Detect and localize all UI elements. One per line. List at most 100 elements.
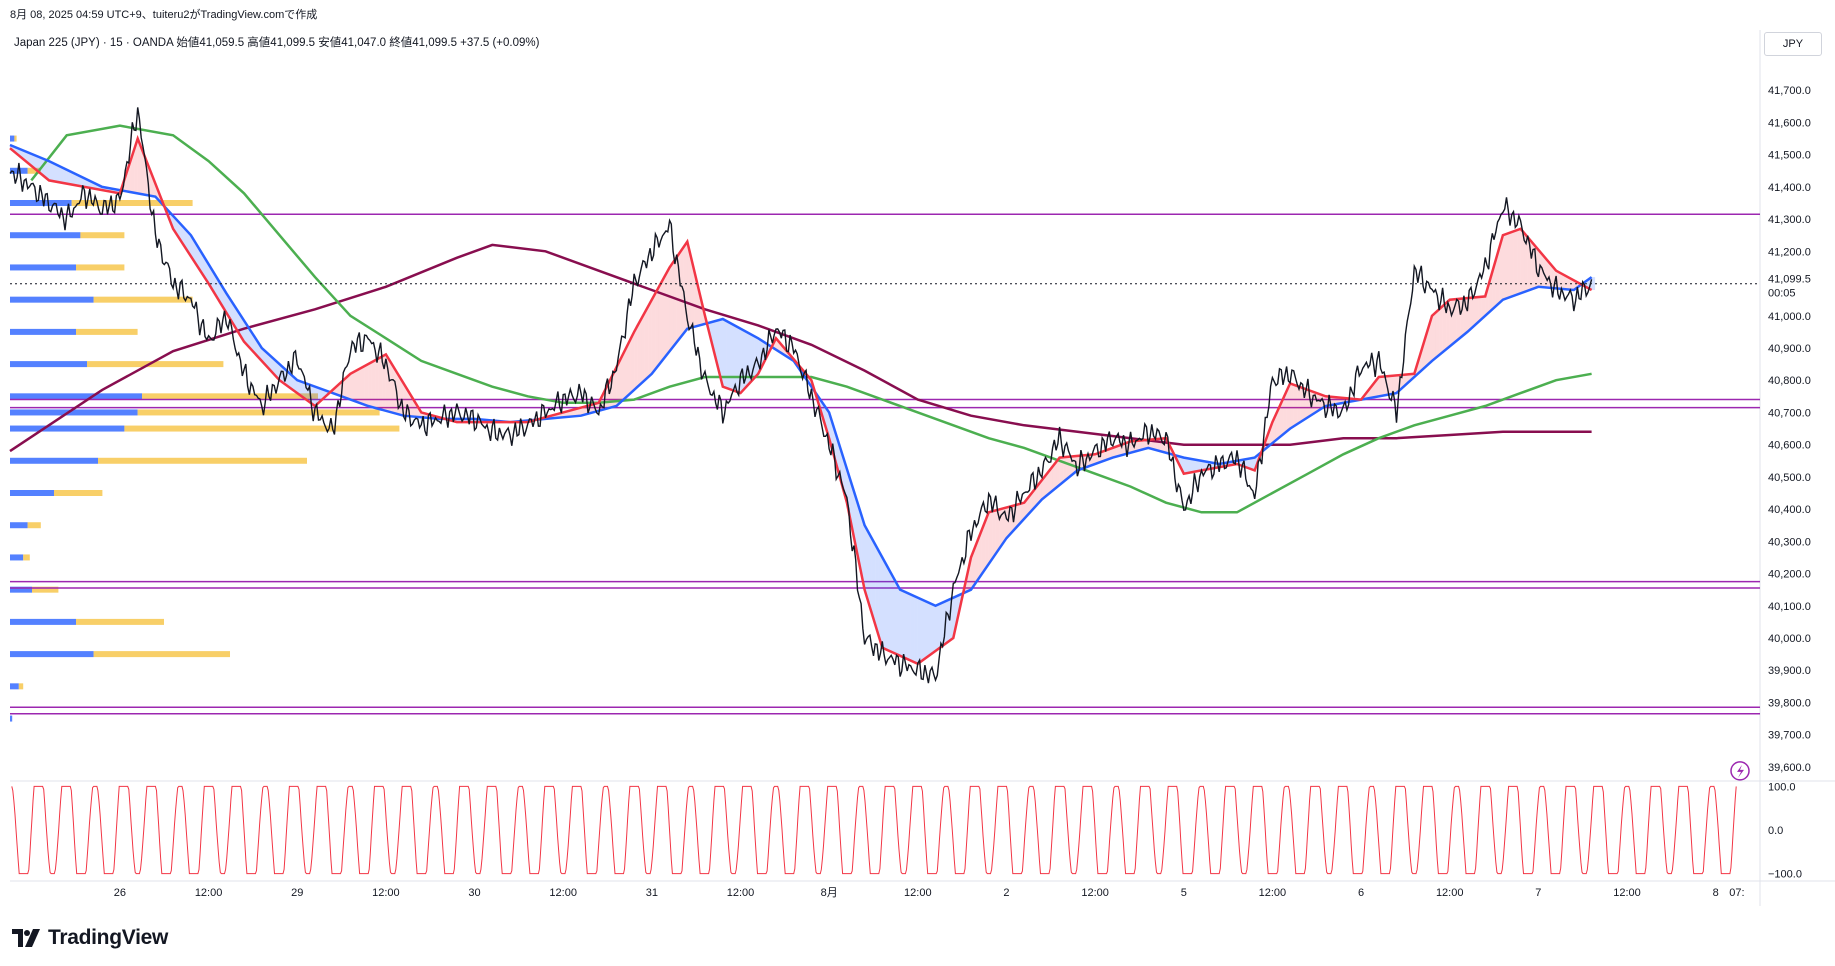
ma-cloud-fill [910,594,915,663]
volume-profile-bar-down [18,683,24,690]
y-tick-label: 40,600.0 [1768,440,1811,452]
ma-cloud-fill [697,286,702,326]
ma-cloud-fill [1279,398,1284,438]
ma-cloud-fill [903,591,908,659]
ma-cloud-fill [297,380,301,396]
ma-cloud-fill [1545,258,1550,288]
ma-long-line[interactable] [9,243,1592,453]
volume-profile-bar-up [10,232,81,239]
ma-cloud-fill [1141,440,1145,450]
ma-cloud-fill [1112,446,1117,458]
ma-cloud-fill [666,267,670,356]
ma-cloud-fill [907,592,911,661]
ma-cloud-fill [722,319,727,388]
y-tick-label: 40,500.0 [1768,472,1811,484]
x-tick-label: 12:00 [1259,887,1287,899]
y-tick-label: 40,100.0 [1768,601,1811,613]
ma-cloud-fill [304,382,308,401]
ma-cloud-fill [371,360,376,408]
volume-profile-bar-up [10,409,138,416]
ma-cloud-fill [385,354,390,412]
ma-cloud-fill [889,570,893,653]
ma-cloud-fill [1520,228,1525,294]
volume-profile-bar-down [93,296,193,303]
ma-cloud-fill [1297,386,1301,425]
y-tick-label: 39,900.0 [1768,665,1811,677]
ma-cloud-fill [669,262,674,352]
ma-cloud-fill [931,604,936,654]
ma-slow-line[interactable] [30,124,1592,514]
y-tick-label: 40,700.0 [1768,407,1811,419]
ma-cloud-fill [726,320,730,390]
volume-profile-bar-up [10,264,76,271]
ma-cloud-fill [882,557,886,650]
y-tick-label: 40,200.0 [1768,569,1811,581]
volume-profile-bar-up [10,715,13,722]
ma-cloud-fill [1247,458,1252,470]
alert-icon[interactable] [1730,761,1750,781]
volume-profile-bar-up [10,425,125,432]
ma-cloud-fill [1293,384,1298,427]
ma-cloud-fill [382,354,386,411]
ma-cloud-fill [900,589,904,658]
y-tick-label: 40,300.0 [1768,536,1811,548]
price-line[interactable] [9,107,1593,684]
tradingview-logo[interactable]: TradingView [12,926,168,950]
currency-button[interactable]: JPY [1764,32,1822,56]
ma-cloud-fill [1031,489,1035,512]
volume-profile-bar-up [10,296,94,303]
ma-cloud-fill [1435,309,1440,358]
ma-cloud-fill [311,385,315,406]
ma-cloud-fill [580,406,585,416]
lightning-icon [1737,764,1744,778]
volume-profile-bar-down [137,409,380,416]
ma-cloud-fill [1474,297,1479,326]
ma-cloud-fill [1318,393,1323,411]
ma-cloud-fill [1091,454,1096,466]
top-caption: 8月 08, 2025 04:59 UTC+9、tuiteru2がTrading… [10,9,318,21]
ma-cloud-fill [66,169,71,185]
ma-cloud-fill [627,338,631,397]
ma-cloud-fill [1392,375,1397,394]
symbol-legend[interactable]: Japan 225 (JPY) · 15 · OANDA 始値41,059.5 … [14,37,540,49]
ma-cloud-fill [275,360,280,381]
ma-fast-line[interactable] [9,134,1593,666]
ma-cloud-fill [137,138,142,194]
ma-cloud-fill [1499,235,1503,303]
y-tick-label: 41,300.0 [1768,214,1811,226]
ma-cloud-fill [375,358,379,409]
ma-cloud-fill [1251,457,1255,471]
volume-profile-bar-down [54,490,103,496]
ma-cloud-fill [314,386,319,406]
ma-cloud-fill [719,319,723,387]
ma-cloud-fill [729,322,734,391]
ma-cloud-fill [1102,450,1106,462]
y-tick-label: 41,200.0 [1768,246,1811,258]
volume-profile-bar-down [14,135,17,142]
ma-cloud-fill [871,538,876,625]
x-tick-label: 29 [291,887,303,899]
y-tick-label: 40,000.0 [1768,633,1811,645]
ma-cloud-fill [1439,306,1443,356]
x-tick-label: 6 [1358,887,1364,899]
ma-cloud-fill [1449,299,1454,347]
ma-cloud-fill [687,241,691,329]
ma-cloud-fill [1098,451,1103,463]
ma-cloud-fill [978,530,982,580]
ma-cloud-fill [414,400,418,417]
ma-cloud-fill [896,583,901,656]
brand-name: TradingView [48,926,169,949]
oscillator-line[interactable] [11,785,1737,875]
y-tick-label: 39,800.0 [1768,697,1811,709]
ma-cloud-fill [885,563,890,651]
volume-profile-bar-up [10,361,87,368]
ma-cloud-fill [946,599,950,644]
ma-cloud-fill [141,147,145,195]
y-tick-label: 40,900.0 [1768,343,1811,355]
ma-cloud-fill [1559,272,1564,290]
y-tick-label: 40,400.0 [1768,504,1811,516]
ma-cloud-fill [577,407,581,416]
ma-cloud-fill [1194,459,1198,472]
ma-cloud-fill [928,602,932,657]
